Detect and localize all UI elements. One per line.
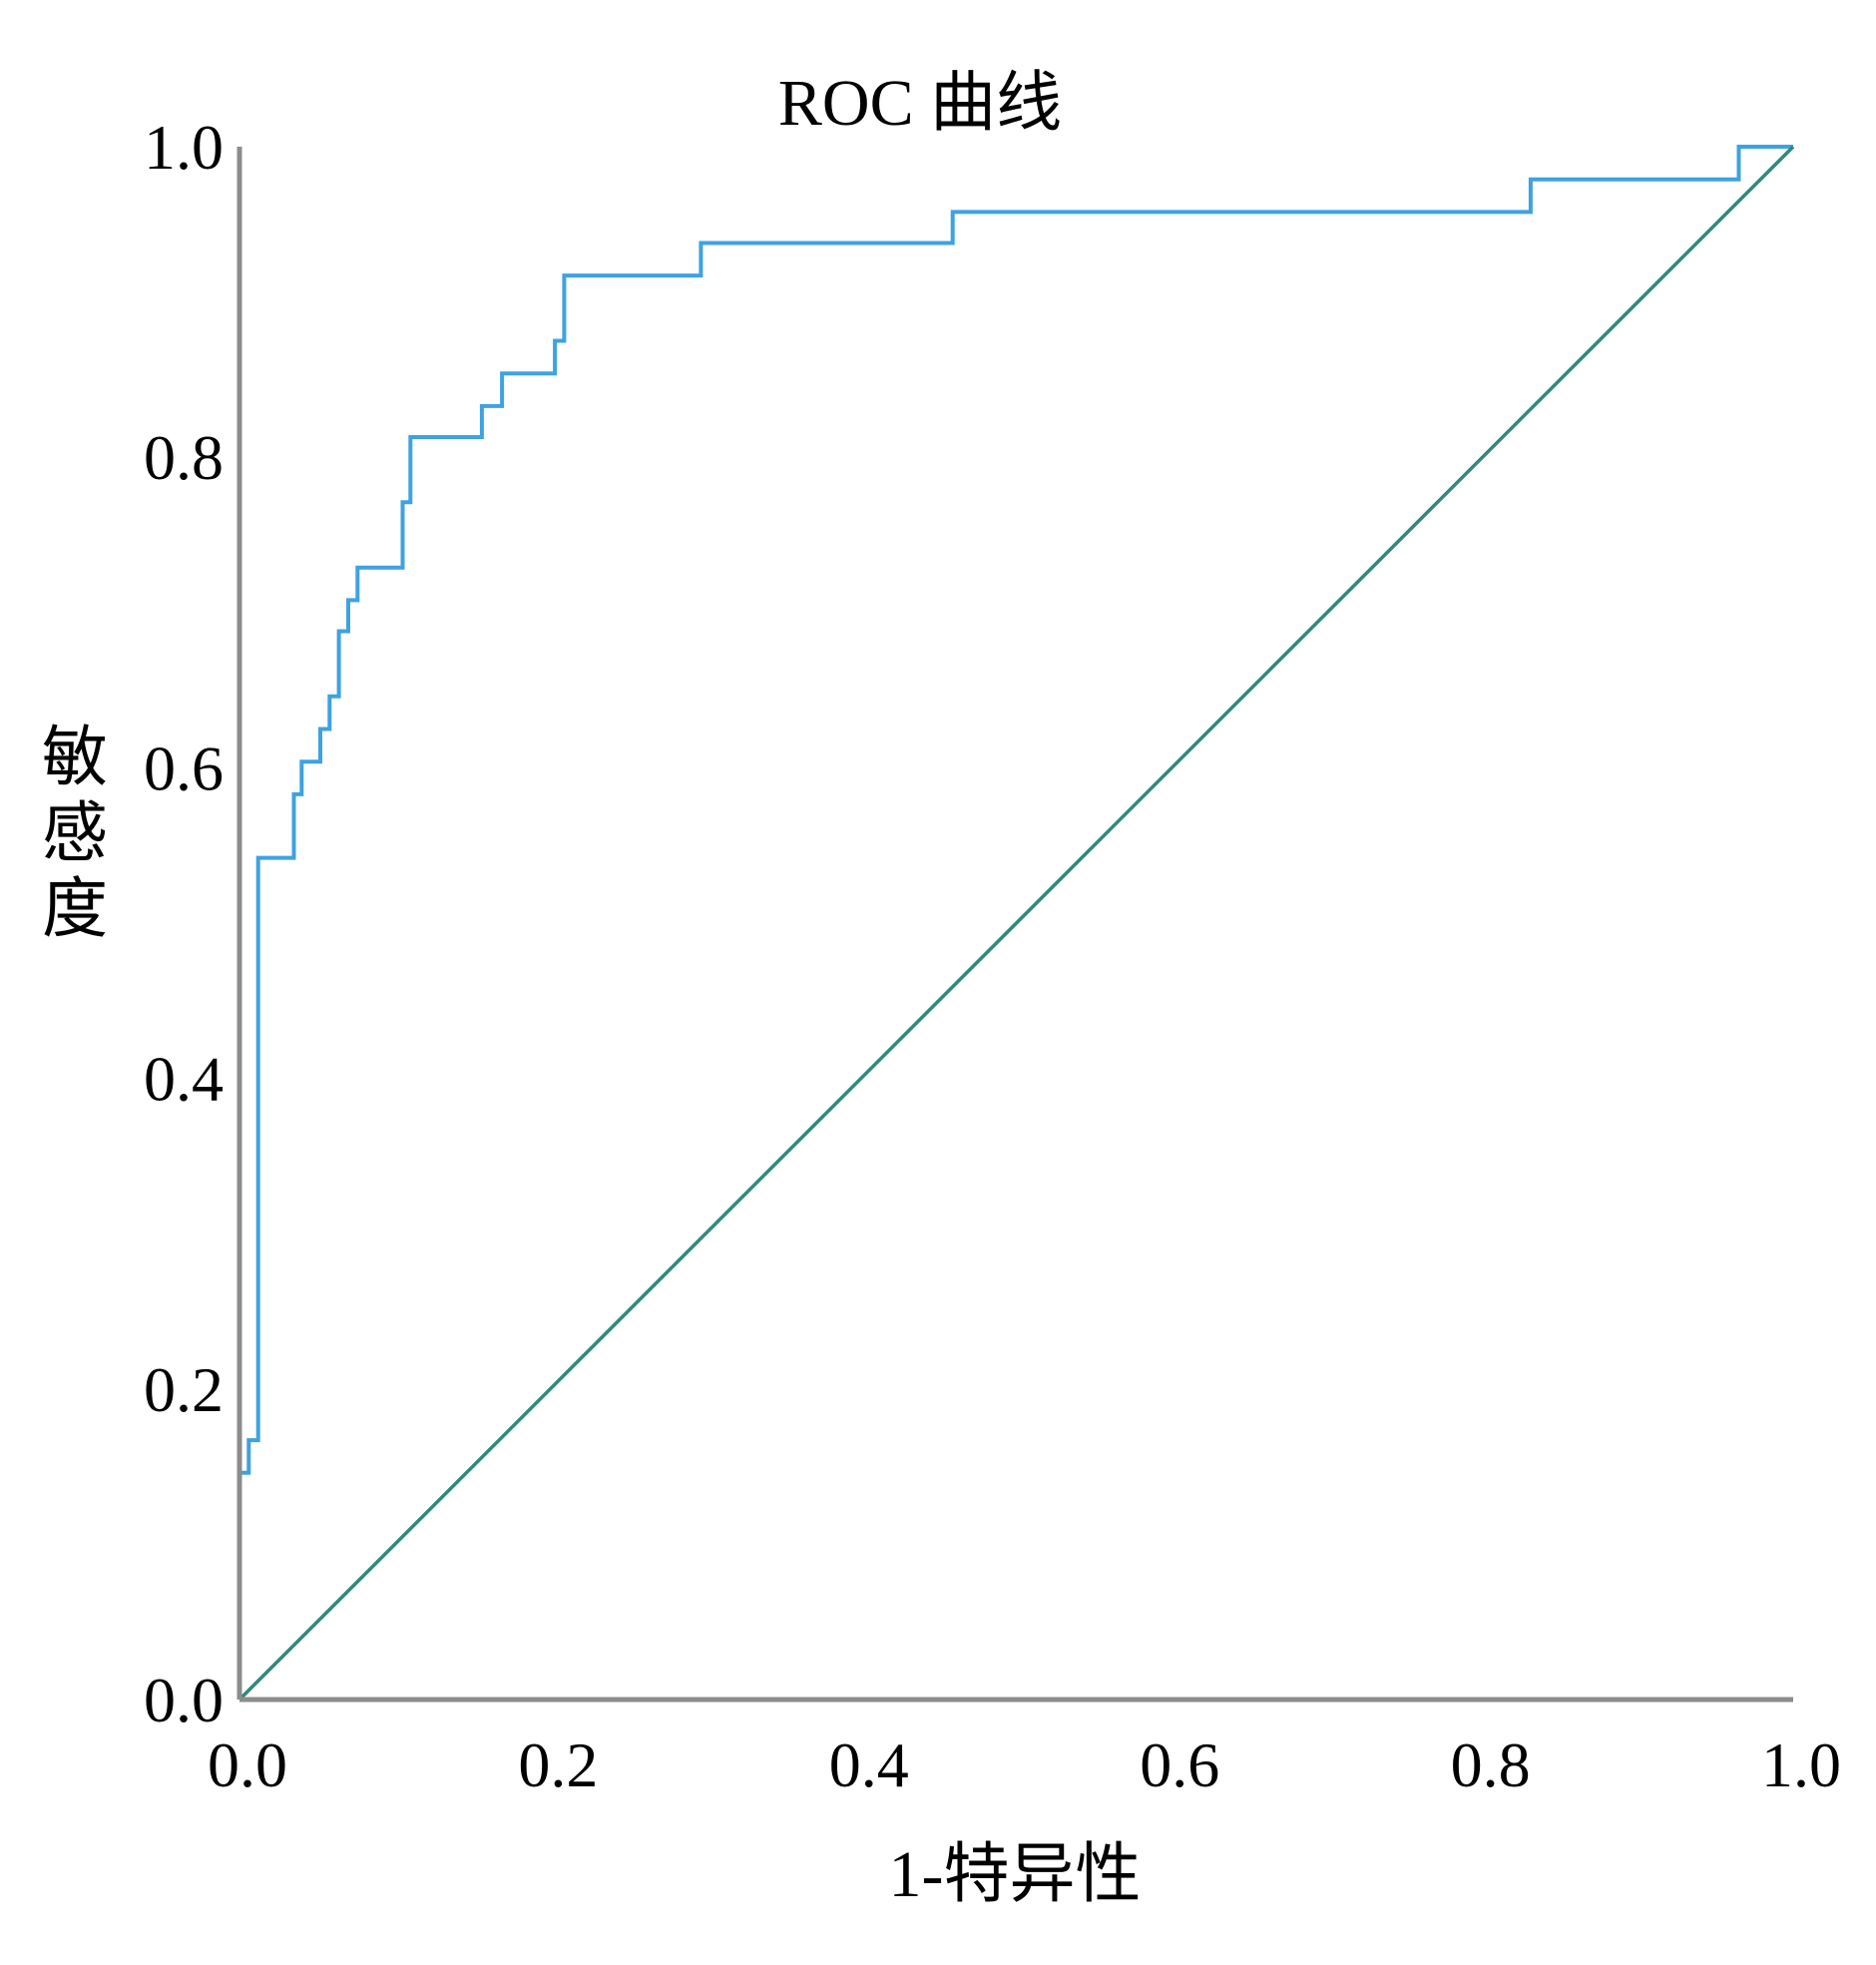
reference-diagonal-line bbox=[237, 145, 1795, 1702]
y-tick-label: 0.2 bbox=[144, 1354, 224, 1425]
x-axis-ticks: 0.0 0.2 0.4 0.6 0.8 1.0 bbox=[208, 1729, 1841, 1800]
x-tick-label: 0.4 bbox=[829, 1729, 909, 1800]
y-axis-label: 敏感度 bbox=[42, 722, 108, 946]
y-tick-label: 1.0 bbox=[144, 112, 224, 183]
x-axis-label: 1-特异性 bbox=[889, 1838, 1142, 1911]
x-tick-label: 1.0 bbox=[1761, 1729, 1841, 1800]
y-axis-ticks: 0.0 0.2 0.4 0.6 0.8 1.0 bbox=[144, 112, 224, 1735]
y-tick-label: 0.0 bbox=[144, 1665, 224, 1735]
y-tick-label: 0.4 bbox=[144, 1044, 224, 1115]
x-tick-label: 0.6 bbox=[1140, 1729, 1219, 1800]
roc-curve-line bbox=[237, 145, 1793, 1700]
x-tick-label: 0.8 bbox=[1451, 1729, 1531, 1800]
y-tick-label: 0.6 bbox=[144, 733, 224, 803]
y-tick-label: 0.8 bbox=[144, 422, 224, 493]
x-tick-label: 0.0 bbox=[208, 1729, 287, 1800]
x-tick-label: 0.2 bbox=[518, 1729, 598, 1800]
plot-area bbox=[237, 145, 1795, 1702]
chart-title: ROC 曲线 bbox=[778, 67, 1062, 140]
